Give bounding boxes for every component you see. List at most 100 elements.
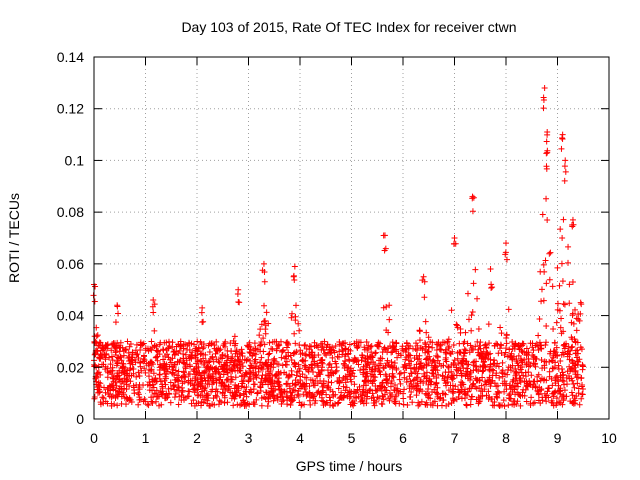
roti-point [418, 398, 425, 405]
roti-point [550, 402, 557, 409]
roti-point [442, 354, 449, 361]
roti-point [142, 345, 149, 352]
roti-point [291, 277, 298, 284]
roti-point [486, 379, 493, 386]
roti-point [292, 363, 299, 370]
roti-point [239, 352, 246, 359]
roti-point [448, 307, 455, 314]
roti-point [458, 372, 465, 379]
roti-point [288, 357, 295, 364]
roti-point [213, 393, 220, 400]
roti-point [161, 394, 168, 401]
roti-point [165, 338, 172, 345]
roti-point [572, 306, 579, 313]
roti-point [543, 280, 550, 287]
roti-point [180, 355, 187, 362]
roti-point [359, 371, 366, 378]
roti-point [200, 361, 207, 368]
roti-point [422, 318, 429, 325]
roti-point [419, 364, 426, 371]
roti-point [102, 356, 109, 363]
roti-point [333, 360, 340, 367]
roti-point [462, 347, 469, 354]
roti-point [440, 390, 447, 397]
roti-point [376, 362, 383, 369]
roti-point [278, 401, 285, 408]
roti-point [494, 341, 501, 348]
roti-point [443, 358, 450, 365]
roti-point [481, 362, 488, 369]
roti-point [447, 350, 454, 357]
roti-point [303, 352, 310, 359]
roti-point [163, 361, 170, 368]
roti-point [150, 393, 157, 400]
roti-point [544, 388, 551, 395]
roti-point [473, 363, 480, 370]
roti-point [349, 399, 356, 406]
roti-point [449, 395, 456, 402]
roti-point [425, 381, 432, 388]
roti-point [456, 340, 463, 347]
roti-point [124, 338, 131, 345]
roti-point [515, 352, 522, 359]
roti-point [391, 359, 398, 366]
roti-point [137, 341, 144, 348]
roti-point [184, 346, 191, 353]
roti-point [362, 374, 369, 381]
roti-point [517, 366, 524, 373]
roti-point [427, 338, 434, 345]
roti-point [561, 163, 568, 170]
roti-point [470, 380, 477, 387]
roti-point [386, 316, 393, 323]
roti-point [197, 392, 204, 399]
roti-point [350, 367, 357, 374]
roti-point [244, 400, 251, 407]
roti-point [213, 356, 220, 363]
roti-point [234, 291, 241, 298]
roti-point [231, 358, 238, 365]
roti-point [399, 345, 406, 352]
roti-point [403, 339, 410, 346]
roti-point [501, 371, 508, 378]
roti-point [150, 297, 157, 304]
roti-point [502, 251, 509, 258]
roti-point [574, 371, 581, 378]
roti-point [332, 391, 339, 398]
roti-point [192, 387, 199, 394]
roti-point [262, 322, 269, 329]
roti-point [275, 361, 282, 368]
roti-point [308, 365, 315, 372]
roti-point [451, 235, 458, 241]
roti-point [257, 383, 264, 390]
roti-point [450, 375, 457, 382]
roti-point [314, 373, 321, 380]
roti-point [287, 401, 294, 408]
roti-point [491, 357, 498, 364]
roti-point [171, 394, 178, 401]
roti-point [99, 394, 106, 401]
roti-point [484, 349, 491, 356]
roti-point [538, 356, 545, 363]
roti-point [280, 397, 287, 404]
roti-point [439, 372, 446, 379]
roti-point [348, 388, 355, 395]
roti-point [165, 354, 172, 361]
roti-point [538, 286, 545, 293]
roti-point [476, 398, 483, 405]
roti-point [149, 303, 156, 310]
roti-point [271, 355, 278, 362]
roti-point [283, 339, 290, 346]
roti-point [359, 354, 366, 361]
roti-point [94, 370, 101, 377]
roti-point [247, 344, 254, 351]
roti-point [415, 399, 422, 406]
roti-point [354, 387, 361, 394]
roti-point [560, 378, 567, 385]
roti-point [236, 349, 243, 356]
roti-point [332, 368, 339, 375]
roti-point [265, 394, 272, 401]
roti-point [540, 297, 547, 304]
roti-point [560, 351, 567, 358]
x-tick-label: 9 [554, 430, 562, 446]
roti-point [289, 397, 296, 404]
